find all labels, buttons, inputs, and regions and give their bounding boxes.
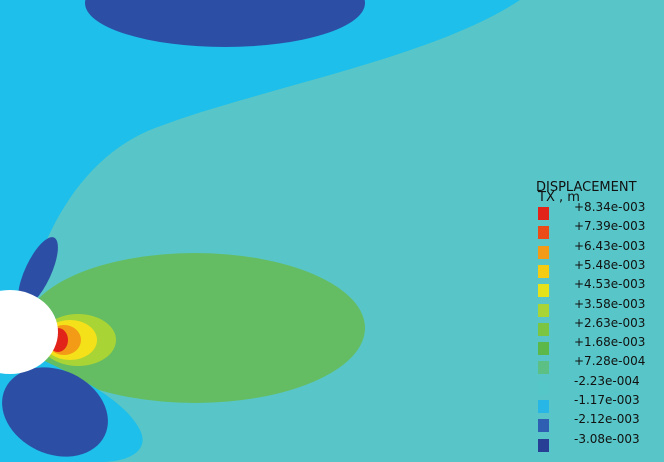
legend-swatch [538,226,549,240]
legend-swatch [538,361,549,375]
legend-swatch [538,400,549,413]
legend-swatch [538,438,549,452]
legend-label: -2.23e-004 [574,373,640,388]
legend-label: +3.58e-003 [574,296,646,311]
strong-negative-lower-lobe [2,367,108,457]
legend-swatch [538,380,549,394]
legend-label: -2.12e-003 [574,412,640,427]
legend-swatch [538,207,549,220]
legend-swatch [538,322,549,336]
legend-label: +4.53e-003 [574,277,646,292]
legend-label: +5.48e-003 [574,257,646,272]
strong-negative-top-lobe [85,0,365,47]
legend-label: +7.39e-003 [574,219,646,234]
legend-swatch [538,284,549,298]
legend-swatch [538,245,549,259]
hole [0,290,58,374]
legend-swatch [538,303,549,317]
legend-swatch [538,419,549,433]
legend-swatch [538,342,549,356]
legend-label: -3.08e-003 [574,431,640,446]
legend-label: +7.28e-004 [574,354,646,369]
legend-label: +6.43e-003 [574,238,646,253]
legend-label: +2.63e-003 [574,315,646,330]
legend-title: DISPLACEMENT [536,180,637,195]
strong-negative-upper-lobe [18,237,58,307]
negative-band-upper [0,0,520,300]
legend-subtitle: TX , m [538,190,580,205]
legend-label: +8.34e-003 [574,200,646,214]
legend-swatch [538,264,549,278]
positive-plume-outer [25,253,365,403]
legend-label: -1.17e-003 [574,393,640,407]
legend-label: +1.68e-003 [574,335,646,350]
